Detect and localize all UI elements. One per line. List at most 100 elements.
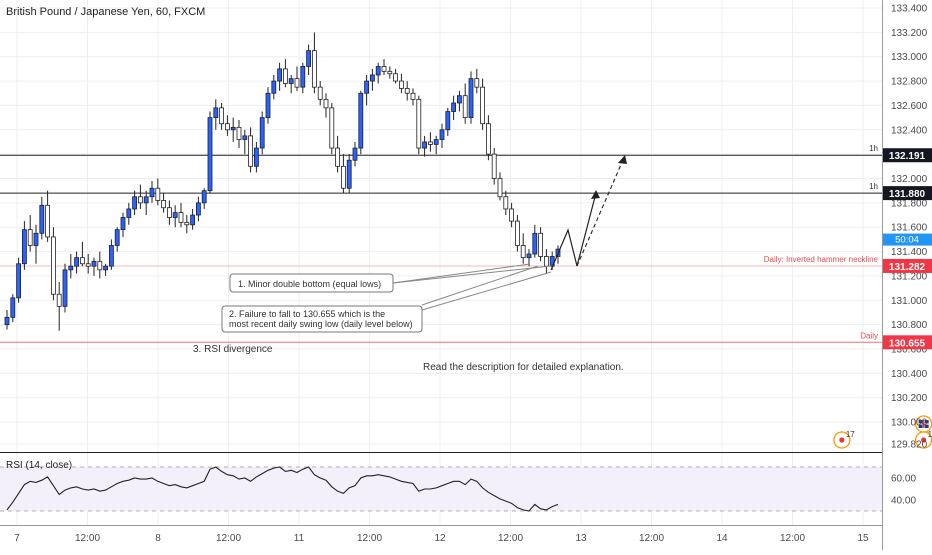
- candle-body: [456, 95, 462, 104]
- callout-2-text-line2: most recent daily swing low (daily level…: [229, 319, 413, 329]
- candle-body: [103, 265, 108, 271]
- candle-body: [503, 196, 509, 210]
- price-tag-1h-upper: [883, 148, 932, 163]
- time-axis[interactable]: 7 12:00 8 12:00 11 12:00 12 12:00 13 12:00 14 12:00…: [14, 533, 869, 544]
- price-tick-label: 131.200: [891, 271, 928, 282]
- candle-body: [526, 253, 532, 259]
- candle-body: [532, 232, 538, 255]
- price-tick-label: 129.820: [891, 440, 928, 451]
- candle-body: [323, 98, 329, 109]
- price-tag-neckline: [883, 258, 932, 273]
- time-tick-label: 13: [575, 533, 587, 544]
- level-label-daily: Daily: [860, 331, 878, 340]
- candle-body: [485, 123, 491, 155]
- candle-body: [213, 107, 219, 119]
- time-tick-label: 12:00: [216, 533, 241, 544]
- candle-body: [184, 221, 190, 226]
- candle-body: [195, 202, 201, 216]
- event-count: 17: [846, 430, 855, 439]
- price-tick-label: 131.000: [891, 296, 928, 307]
- price-tick-label: 133.200: [891, 28, 928, 39]
- candle-body: [27, 229, 33, 246]
- candle-body: [480, 86, 486, 125]
- level-label-neckline: Daily: Inverted hammer neckline: [764, 255, 879, 264]
- candle-body: [404, 87, 410, 94]
- candle-body: [335, 147, 341, 167]
- price-tick-label: 132.000: [891, 174, 928, 185]
- projected-path-dashed: [576, 159, 624, 267]
- candle-body: [445, 111, 451, 131]
- rsi-axis[interactable]: 60.00 40.00: [891, 474, 916, 507]
- candle-body: [433, 139, 439, 145]
- description-note: Read the description for detailed explan…: [423, 362, 624, 373]
- candle-body: [230, 126, 236, 131]
- callout-1-text: 1. Minor double bottom (equal lows): [238, 279, 381, 289]
- candle-body: [190, 214, 196, 226]
- candle-body: [369, 74, 375, 82]
- candle-body: [509, 208, 515, 222]
- candle-body: [398, 80, 404, 89]
- price-tick-label: 132.400: [891, 125, 928, 136]
- candle-body: [265, 92, 271, 119]
- candle-body: [271, 80, 277, 94]
- candle-body: [538, 232, 543, 257]
- price-tick-label: 130.200: [891, 393, 928, 404]
- time-tick-label: 15: [857, 533, 869, 544]
- time-tick-label: 7: [14, 533, 20, 544]
- time-tick-label: 8: [155, 533, 161, 544]
- projected-path-solid: [550, 192, 597, 271]
- candle-body: [91, 260, 97, 267]
- candle-body: [219, 107, 225, 125]
- candle-body: [381, 66, 387, 72]
- event-count: 10: [928, 430, 932, 439]
- price-tick-label: 130.800: [891, 320, 928, 331]
- price-tick-label: 131.600: [891, 223, 928, 234]
- callout-2-leader: [421, 271, 552, 311]
- candle-body: [114, 229, 120, 246]
- candle-body: [300, 66, 306, 88]
- price-pane[interactable]: [0, 0, 882, 452]
- callout-1-box[interactable]: [229, 273, 394, 293]
- callout-1-leader: [392, 265, 552, 284]
- candle-body: [317, 86, 323, 100]
- candle-body: [161, 200, 167, 209]
- candle-body: [259, 117, 265, 149]
- candle-body: [33, 232, 39, 246]
- callout-2-box[interactable]: [221, 305, 423, 333]
- price-tick-label: 133.400: [891, 4, 928, 15]
- candle-body: [178, 212, 184, 223]
- candle-body: [410, 92, 416, 100]
- candle-body: [288, 78, 294, 84]
- price-tag-text-1h-lower: 131.880: [889, 189, 926, 200]
- chart-title: British Pound / Japanese Yen, 60, FXCM: [6, 6, 205, 18]
- arrow-head-dashed: [618, 155, 627, 164]
- price-tick-label: 130.600: [891, 345, 928, 356]
- candle-body: [497, 178, 503, 198]
- candle-body: [294, 78, 300, 88]
- callout-2-leader-b: [421, 265, 539, 306]
- candle-body: [427, 141, 433, 145]
- price-axis[interactable]: 133.400 133.200 133.000 132.800 132.600 132.4…: [891, 4, 928, 451]
- candle-body: [393, 73, 399, 82]
- candle-body: [236, 126, 242, 140]
- price-tick-label: 132.600: [891, 101, 928, 112]
- time-tick-label: 12:00: [498, 533, 523, 544]
- price-tag-daily: [883, 335, 932, 350]
- price-tag-text-1h-upper: 132.191: [889, 151, 926, 162]
- candle-body: [520, 245, 526, 259]
- event-dot-icon: [921, 437, 927, 443]
- time-tick-label: 12:00: [357, 533, 382, 544]
- level-label-1h-lower: 1h: [869, 182, 878, 191]
- candle-body: [62, 269, 68, 307]
- levels: 1h 1h Daily: Inverted hammer neckline Daily: [0, 144, 882, 343]
- price-tag-1h-lower: [883, 186, 932, 201]
- price-tick-label: 130.400: [891, 369, 928, 380]
- candle-body: [10, 297, 16, 318]
- candle-body: [451, 102, 457, 112]
- candle-body: [242, 135, 248, 140]
- price-tags: 132.191 131.880 131.282 130.655 50:04: [883, 148, 932, 350]
- candle-body: [416, 98, 422, 149]
- candle-body: [346, 159, 352, 189]
- candle-body: [544, 256, 549, 267]
